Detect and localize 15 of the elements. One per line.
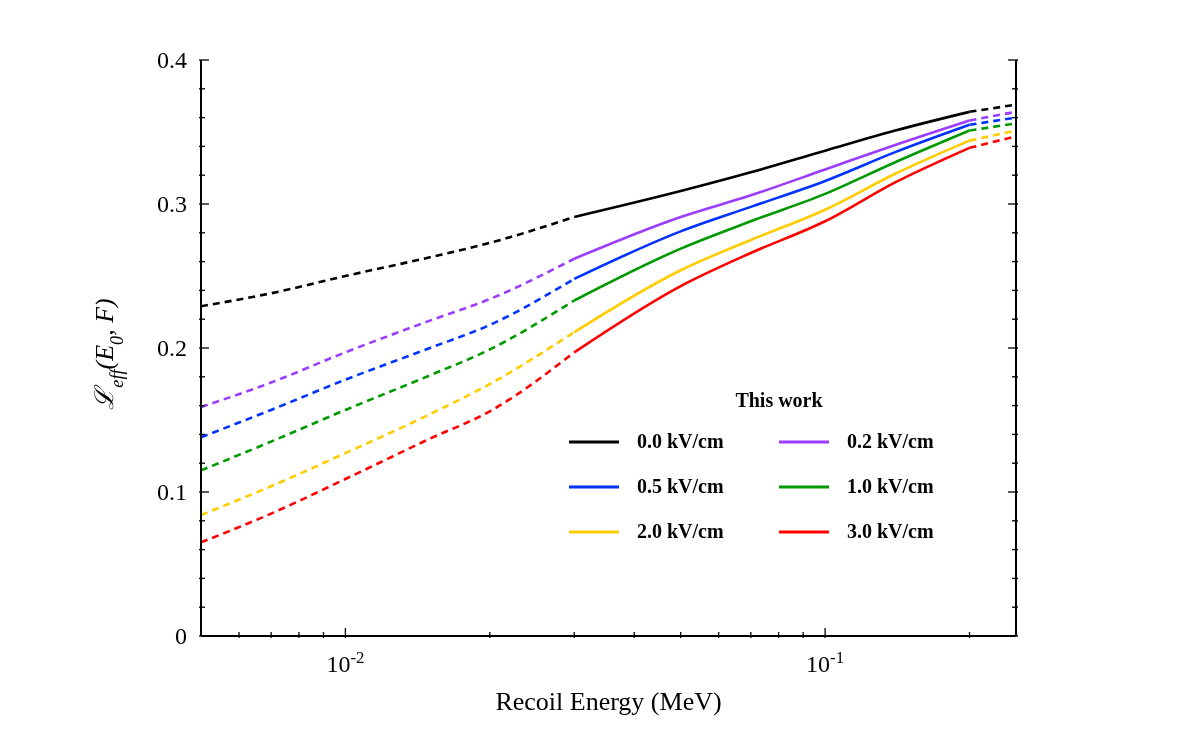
- y-tick-label: 0: [175, 623, 187, 649]
- legend-label: 3.0 kV/cm: [847, 520, 934, 543]
- legend-label: 0.2 kV/cm: [847, 430, 934, 453]
- y-tick-label: 0.1: [157, 479, 187, 505]
- legend-label: 0.5 kV/cm: [637, 475, 724, 498]
- legend-title: This work: [734, 389, 824, 412]
- x-axis-title: Recoil Energy (MeV): [495, 687, 722, 716]
- x-tick-label: 10$^{-1}$: [806, 647, 845, 677]
- legend-label: 0.0 kV/cm: [637, 430, 724, 453]
- legend-label: 1.0 kV/cm: [847, 475, 934, 498]
- y-tick-label: 0.3: [157, 191, 187, 217]
- x-tick-label: 10$^{-2}$: [326, 647, 365, 677]
- y-tick-label: 0.4: [157, 47, 187, 73]
- legend-label: 2.0 kV/cm: [637, 520, 724, 543]
- y-tick-label: 0.2: [157, 335, 187, 361]
